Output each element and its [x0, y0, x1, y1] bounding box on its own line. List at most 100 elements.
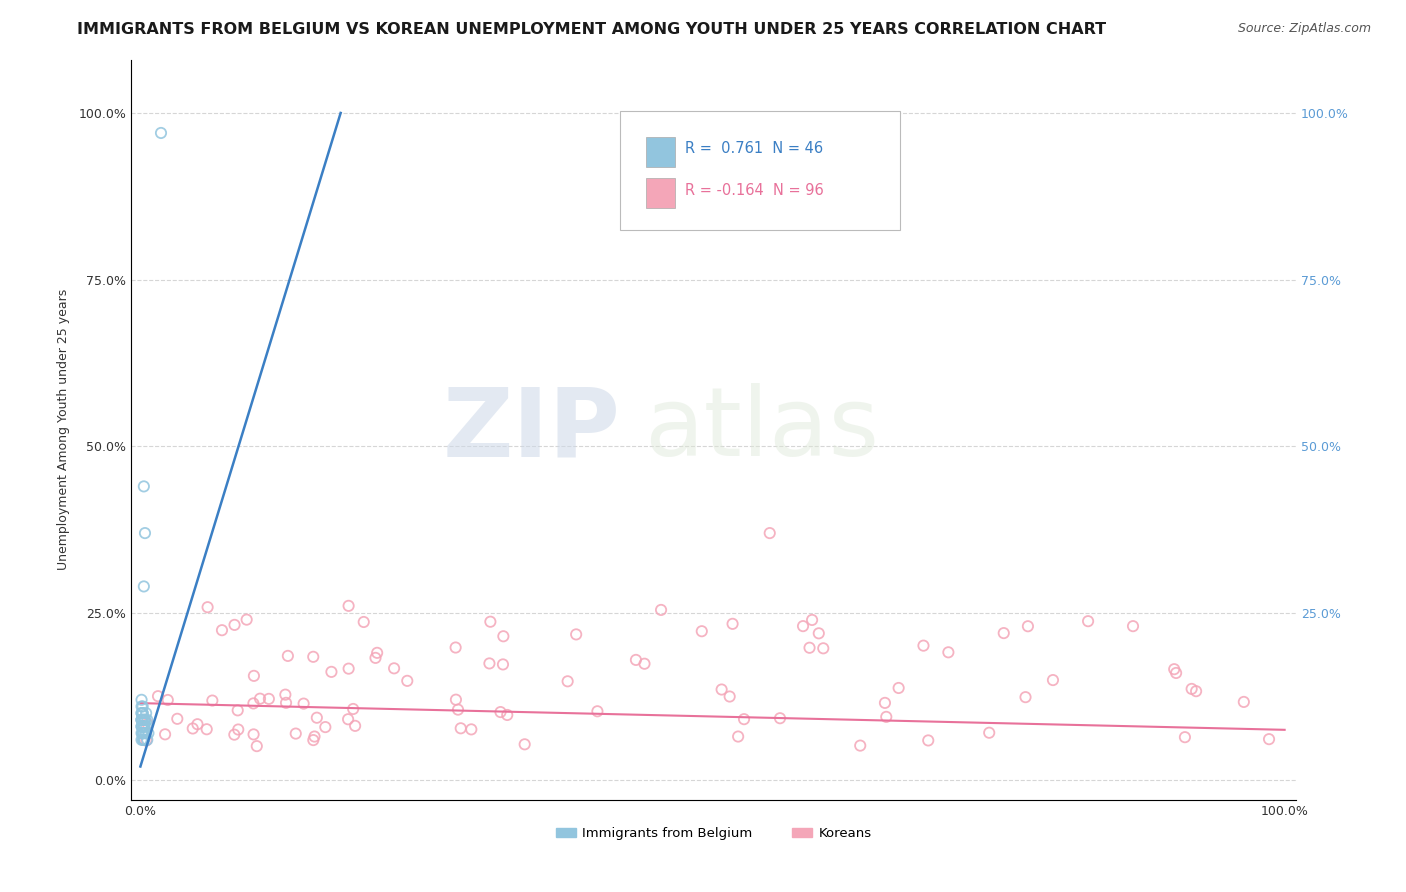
Point — [131, 706, 153, 720]
Point — [195, 723, 218, 737]
Point — [887, 681, 910, 695]
Point — [136, 732, 159, 747]
Point — [513, 737, 536, 751]
Point — [337, 712, 360, 726]
Point — [302, 649, 325, 664]
Point — [131, 713, 153, 727]
Point — [131, 706, 153, 720]
Point — [131, 719, 153, 733]
Point — [226, 723, 249, 737]
Point — [337, 599, 360, 613]
Point — [710, 682, 733, 697]
Point — [633, 657, 655, 671]
Point — [131, 713, 153, 727]
Point — [131, 732, 153, 747]
Text: IMMIGRANTS FROM BELGIUM VS KOREAN UNEMPLOYMENT AMONG YOUTH UNDER 25 YEARS CORREL: IMMIGRANTS FROM BELGIUM VS KOREAN UNEMPL… — [77, 22, 1107, 37]
Point — [813, 641, 835, 656]
Point — [131, 699, 153, 714]
FancyBboxPatch shape — [647, 137, 675, 167]
Point — [211, 624, 233, 638]
Point — [181, 722, 204, 736]
Point — [292, 697, 315, 711]
Point — [146, 689, 169, 703]
Point — [131, 699, 153, 714]
Point — [134, 713, 156, 727]
Point — [131, 719, 153, 733]
Point — [1042, 673, 1064, 687]
Point — [242, 697, 264, 711]
Point — [135, 706, 157, 720]
Point — [1174, 730, 1197, 744]
Point — [277, 648, 299, 663]
Point — [450, 721, 472, 735]
Point — [938, 645, 960, 659]
Point — [801, 613, 824, 627]
Point — [342, 702, 364, 716]
Point — [302, 733, 325, 747]
Point — [131, 726, 153, 740]
Point — [226, 703, 249, 717]
Point — [849, 739, 872, 753]
Text: Source: ZipAtlas.com: Source: ZipAtlas.com — [1237, 22, 1371, 36]
Point — [131, 693, 153, 707]
Point — [132, 719, 155, 733]
Point — [344, 719, 367, 733]
Point — [274, 696, 297, 710]
Point — [131, 726, 153, 740]
Point — [993, 626, 1015, 640]
Point — [274, 688, 297, 702]
Text: atlas: atlas — [644, 384, 879, 476]
Point — [201, 693, 224, 707]
Text: R =  0.761  N = 46: R = 0.761 N = 46 — [685, 141, 823, 156]
Legend: Immigrants from Belgium, Koreans: Immigrants from Belgium, Koreans — [551, 822, 877, 845]
Point — [224, 618, 246, 632]
Point — [1163, 662, 1185, 676]
Point — [134, 726, 156, 740]
Point — [321, 665, 343, 679]
Point — [478, 657, 501, 671]
Point — [492, 657, 515, 672]
Point — [758, 526, 780, 541]
Point — [733, 712, 755, 726]
Point — [912, 639, 935, 653]
Point — [135, 719, 157, 733]
Point — [366, 646, 388, 660]
Point — [186, 717, 208, 731]
Point — [131, 719, 153, 733]
Point — [873, 696, 896, 710]
Y-axis label: Unemployment Among Youth under 25 years: Unemployment Among Youth under 25 years — [58, 289, 70, 570]
Point — [382, 661, 405, 675]
FancyBboxPatch shape — [647, 178, 675, 208]
Point — [337, 662, 360, 676]
Point — [243, 669, 266, 683]
Point — [153, 727, 176, 741]
Point — [304, 730, 326, 744]
Point — [257, 691, 280, 706]
Point — [134, 713, 156, 727]
Point — [799, 640, 821, 655]
Point — [131, 713, 153, 727]
Point — [875, 710, 897, 724]
Point — [132, 732, 155, 747]
Point — [979, 725, 1001, 739]
Point — [557, 674, 579, 689]
Point — [224, 728, 246, 742]
Point — [132, 479, 155, 493]
Point — [132, 719, 155, 733]
FancyBboxPatch shape — [620, 112, 900, 230]
Point — [246, 739, 269, 753]
Point — [131, 726, 153, 740]
Point — [1185, 684, 1208, 698]
Point — [1017, 619, 1039, 633]
Point — [197, 600, 219, 615]
Point — [1014, 690, 1036, 705]
Point — [131, 726, 153, 740]
Point — [132, 719, 155, 733]
Point — [132, 719, 155, 733]
Point — [479, 615, 502, 629]
Point — [131, 719, 153, 733]
Point — [460, 723, 482, 737]
Point — [1164, 665, 1187, 680]
Point — [690, 624, 713, 639]
Point — [131, 726, 153, 740]
